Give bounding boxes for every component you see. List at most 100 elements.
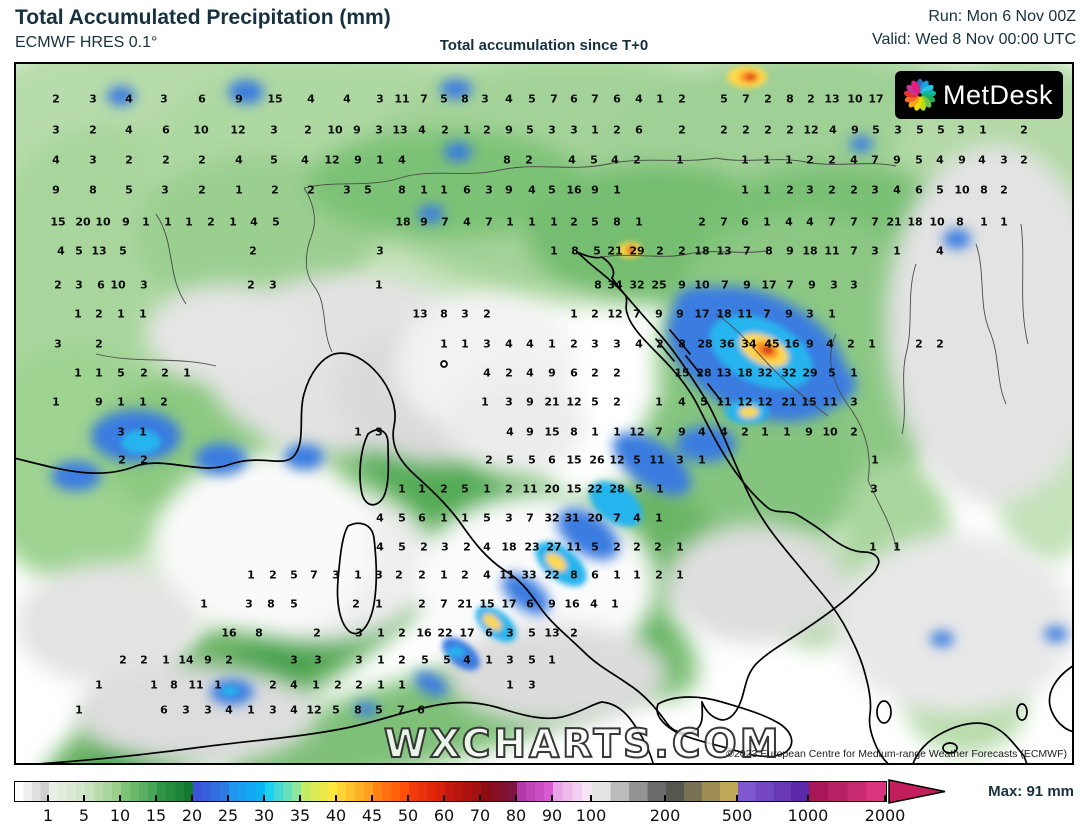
precip-value: 4 xyxy=(893,183,901,197)
precip-value: 1 xyxy=(463,123,471,137)
precip-value: 3 xyxy=(441,540,449,554)
colorbar-segment xyxy=(229,782,265,801)
precip-value: 3 xyxy=(528,678,536,692)
precip-value: 45 xyxy=(764,337,780,351)
precip-value: 2 xyxy=(613,123,621,137)
precip-value: 1 xyxy=(229,215,237,229)
precip-value: 1 xyxy=(741,153,749,167)
precip-value: 2 xyxy=(678,92,686,106)
precip-value: 32 xyxy=(544,511,560,525)
precip-value: 9 xyxy=(354,153,362,167)
precip-value: 12 xyxy=(607,307,623,321)
precip-value: 15 xyxy=(50,215,66,229)
precip-value: 5 xyxy=(700,395,708,409)
precip-value: 12 xyxy=(324,153,340,167)
precip-value: 1 xyxy=(461,511,469,525)
precip-value: 1 xyxy=(440,337,448,351)
precip-value: 2 xyxy=(161,366,169,380)
precip-value: 2 xyxy=(525,153,533,167)
colorbar-segment xyxy=(592,782,666,801)
precip-value: 1 xyxy=(506,678,514,692)
precip-value: 17 xyxy=(761,278,777,292)
precip-value: 2 xyxy=(398,626,406,640)
precip-value: 3 xyxy=(375,425,383,439)
precip-value: 4 xyxy=(568,153,576,167)
precip-value: 5 xyxy=(117,366,125,380)
metdesk-logo: MetDesk xyxy=(895,71,1063,119)
precip-value: 3 xyxy=(161,183,169,197)
precip-value: 5 xyxy=(290,568,298,582)
precip-value: 5 xyxy=(937,123,945,137)
precip-value: 1 xyxy=(312,678,320,692)
precip-value: 1 xyxy=(183,366,191,380)
precip-value: 2 xyxy=(119,653,127,667)
precip-value: 4 xyxy=(829,123,837,137)
precip-value: 23 xyxy=(524,540,540,554)
precip-value: 3 xyxy=(850,278,858,292)
precip-value: 4 xyxy=(301,153,309,167)
precip-value: 4 xyxy=(52,153,60,167)
precip-value: 18 xyxy=(501,540,517,554)
precip-value: 2 xyxy=(1020,123,1028,137)
precip-value: 2 xyxy=(678,123,686,137)
precip-value: 6 xyxy=(526,597,534,611)
copyright-notice: ©2023 European Centre for Medium-range W… xyxy=(726,748,1067,760)
precip-value: 2 xyxy=(828,183,836,197)
precip-value: 7 xyxy=(850,215,858,229)
precip-value: 2 xyxy=(570,626,578,640)
precip-value: 1 xyxy=(440,183,448,197)
precip-value: 2 xyxy=(352,597,360,611)
precip-value: 2 xyxy=(850,183,858,197)
precip-value: 7 xyxy=(591,92,599,106)
precip-value: 4 xyxy=(785,215,793,229)
precip-value: 6 xyxy=(97,278,105,292)
precip-value: 9 xyxy=(805,425,813,439)
colorbar-tick-label: 70 xyxy=(469,806,491,825)
precip-value: 1 xyxy=(656,92,664,106)
precip-value: 3 xyxy=(270,123,278,137)
precip-value: 10 xyxy=(110,278,126,292)
precip-value: 3 xyxy=(850,395,858,409)
precip-value: 2 xyxy=(140,366,148,380)
precip-value: 3 xyxy=(75,278,83,292)
precip-value: 8 xyxy=(89,183,97,197)
precip-value: 3 xyxy=(376,92,384,106)
precip-value: 5 xyxy=(398,540,406,554)
precip-value: 16 xyxy=(784,337,800,351)
precip-value: 10 xyxy=(822,425,838,439)
precip-value: 2 xyxy=(54,278,62,292)
precip-value: 6 xyxy=(591,568,599,582)
precip-value: 2 xyxy=(656,337,664,351)
precip-value: 4 xyxy=(826,337,834,351)
precip-value: 3 xyxy=(870,482,878,496)
colorbar-tick-label: 5 xyxy=(78,806,90,825)
precip-value: 2 xyxy=(307,183,315,197)
precip-value: 12 xyxy=(757,395,773,409)
precip-value: 13 xyxy=(412,307,428,321)
page-title: Total Accumulated Precipitation (mm) xyxy=(15,6,391,29)
precip-value: 9 xyxy=(353,123,361,137)
precip-value: 2 xyxy=(440,482,448,496)
precip-value: 16 xyxy=(416,626,432,640)
precip-value: 1 xyxy=(398,678,406,692)
precip-value: 6 xyxy=(570,366,578,380)
precip-value: 11 xyxy=(824,244,840,258)
precip-value: 3 xyxy=(506,626,514,640)
precip-value: 1 xyxy=(613,568,621,582)
precip-value: 11 xyxy=(716,395,732,409)
heavy-precip-cores xyxy=(51,66,1068,716)
precip-value: 36 xyxy=(719,337,735,351)
precip-value: 1 xyxy=(75,703,83,717)
precip-scale-legend: 1 5 10 15 20 25 30 35 40 45 50 60 70 80 90 100 200 500 100… xyxy=(14,779,1074,831)
precip-value: 1 xyxy=(613,425,621,439)
precip-value: 8 xyxy=(678,337,686,351)
precip-value: 7 xyxy=(721,278,729,292)
precip-value: 1 xyxy=(377,653,385,667)
colorbar-tick-label: 2000 xyxy=(864,806,906,825)
precip-value: 1 xyxy=(868,337,876,351)
precip-value: 8 xyxy=(267,597,275,611)
precip-value: 29 xyxy=(802,366,818,380)
precip-value: 5 xyxy=(375,703,383,717)
precip-value: 8 xyxy=(956,215,964,229)
run-time-label: Run: Mon 6 Nov 00Z xyxy=(928,8,1076,25)
